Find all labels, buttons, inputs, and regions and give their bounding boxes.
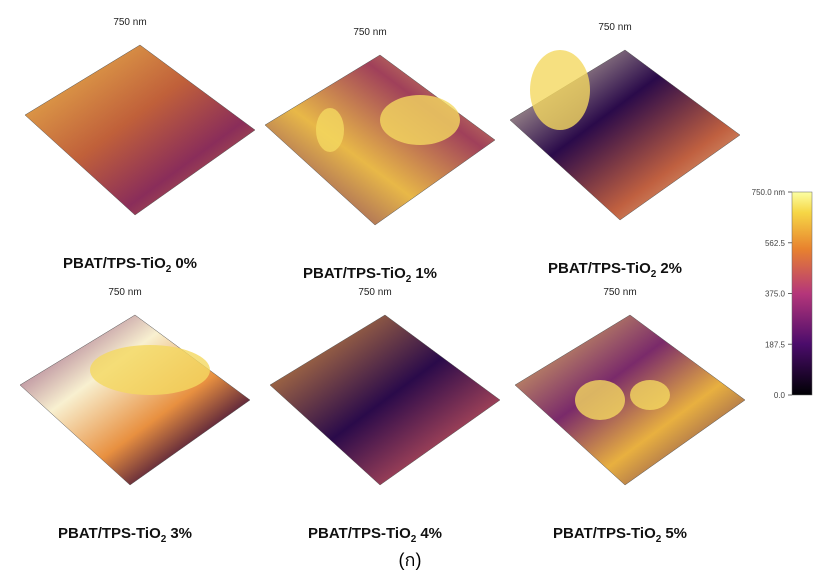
afm-surface [265,55,495,225]
afm-surface [20,315,250,485]
caption-subscript: 2 [161,534,167,545]
caption-suffix: 5% [665,525,687,542]
colorbar-tick-label: 375.0 [765,290,786,299]
scale-label: 750 nm [113,17,146,28]
surface-feature [316,108,344,152]
colorbar-tick-label: 187.5 [765,340,786,349]
caption-subscript: 2 [651,269,657,280]
figure-label: (ก) [399,550,422,570]
caption-subscript: 2 [166,264,172,275]
caption-text: PBAT/TPS-TiO [63,255,166,272]
scale-label: 750 nm [108,287,141,298]
surface-feature [380,95,460,145]
colorbar [792,192,812,395]
colorbar-tick-label: 0.0 [774,391,786,400]
caption-suffix: 4% [420,525,442,542]
caption-suffix: 0% [175,255,197,272]
caption-suffix: 2% [660,260,682,277]
caption-text: PBAT/TPS-TiO [548,260,651,277]
colorbar-tick-label: 562.5 [765,239,786,248]
caption-text: PBAT/TPS-TiO [308,525,411,542]
scale-label: 750 nm [358,287,391,298]
caption-subscript: 2 [656,534,662,545]
caption-suffix: 1% [415,265,437,282]
afm-surface [515,315,745,485]
afm-surface [25,45,255,215]
scale-label: 750 nm [353,27,386,38]
caption-text: PBAT/TPS-TiO [553,525,656,542]
caption-text: PBAT/TPS-TiO [58,525,161,542]
afm-surface [270,315,500,485]
scale-label: 750 nm [598,22,631,33]
surface-feature [530,50,590,130]
figure: (ก) 750 nmPBAT/TPS-TiO20%750 nmPBAT/TPS-… [0,0,822,578]
surface-feature [90,345,210,395]
caption-text: PBAT/TPS-TiO [303,265,406,282]
caption-subscript: 2 [406,274,412,285]
caption-suffix: 3% [170,525,192,542]
surface-feature [575,380,625,420]
colorbar-tick-label: 750.0 nm [752,188,786,197]
surface-feature [630,380,670,410]
scale-label: 750 nm [603,287,636,298]
caption-subscript: 2 [411,534,417,545]
